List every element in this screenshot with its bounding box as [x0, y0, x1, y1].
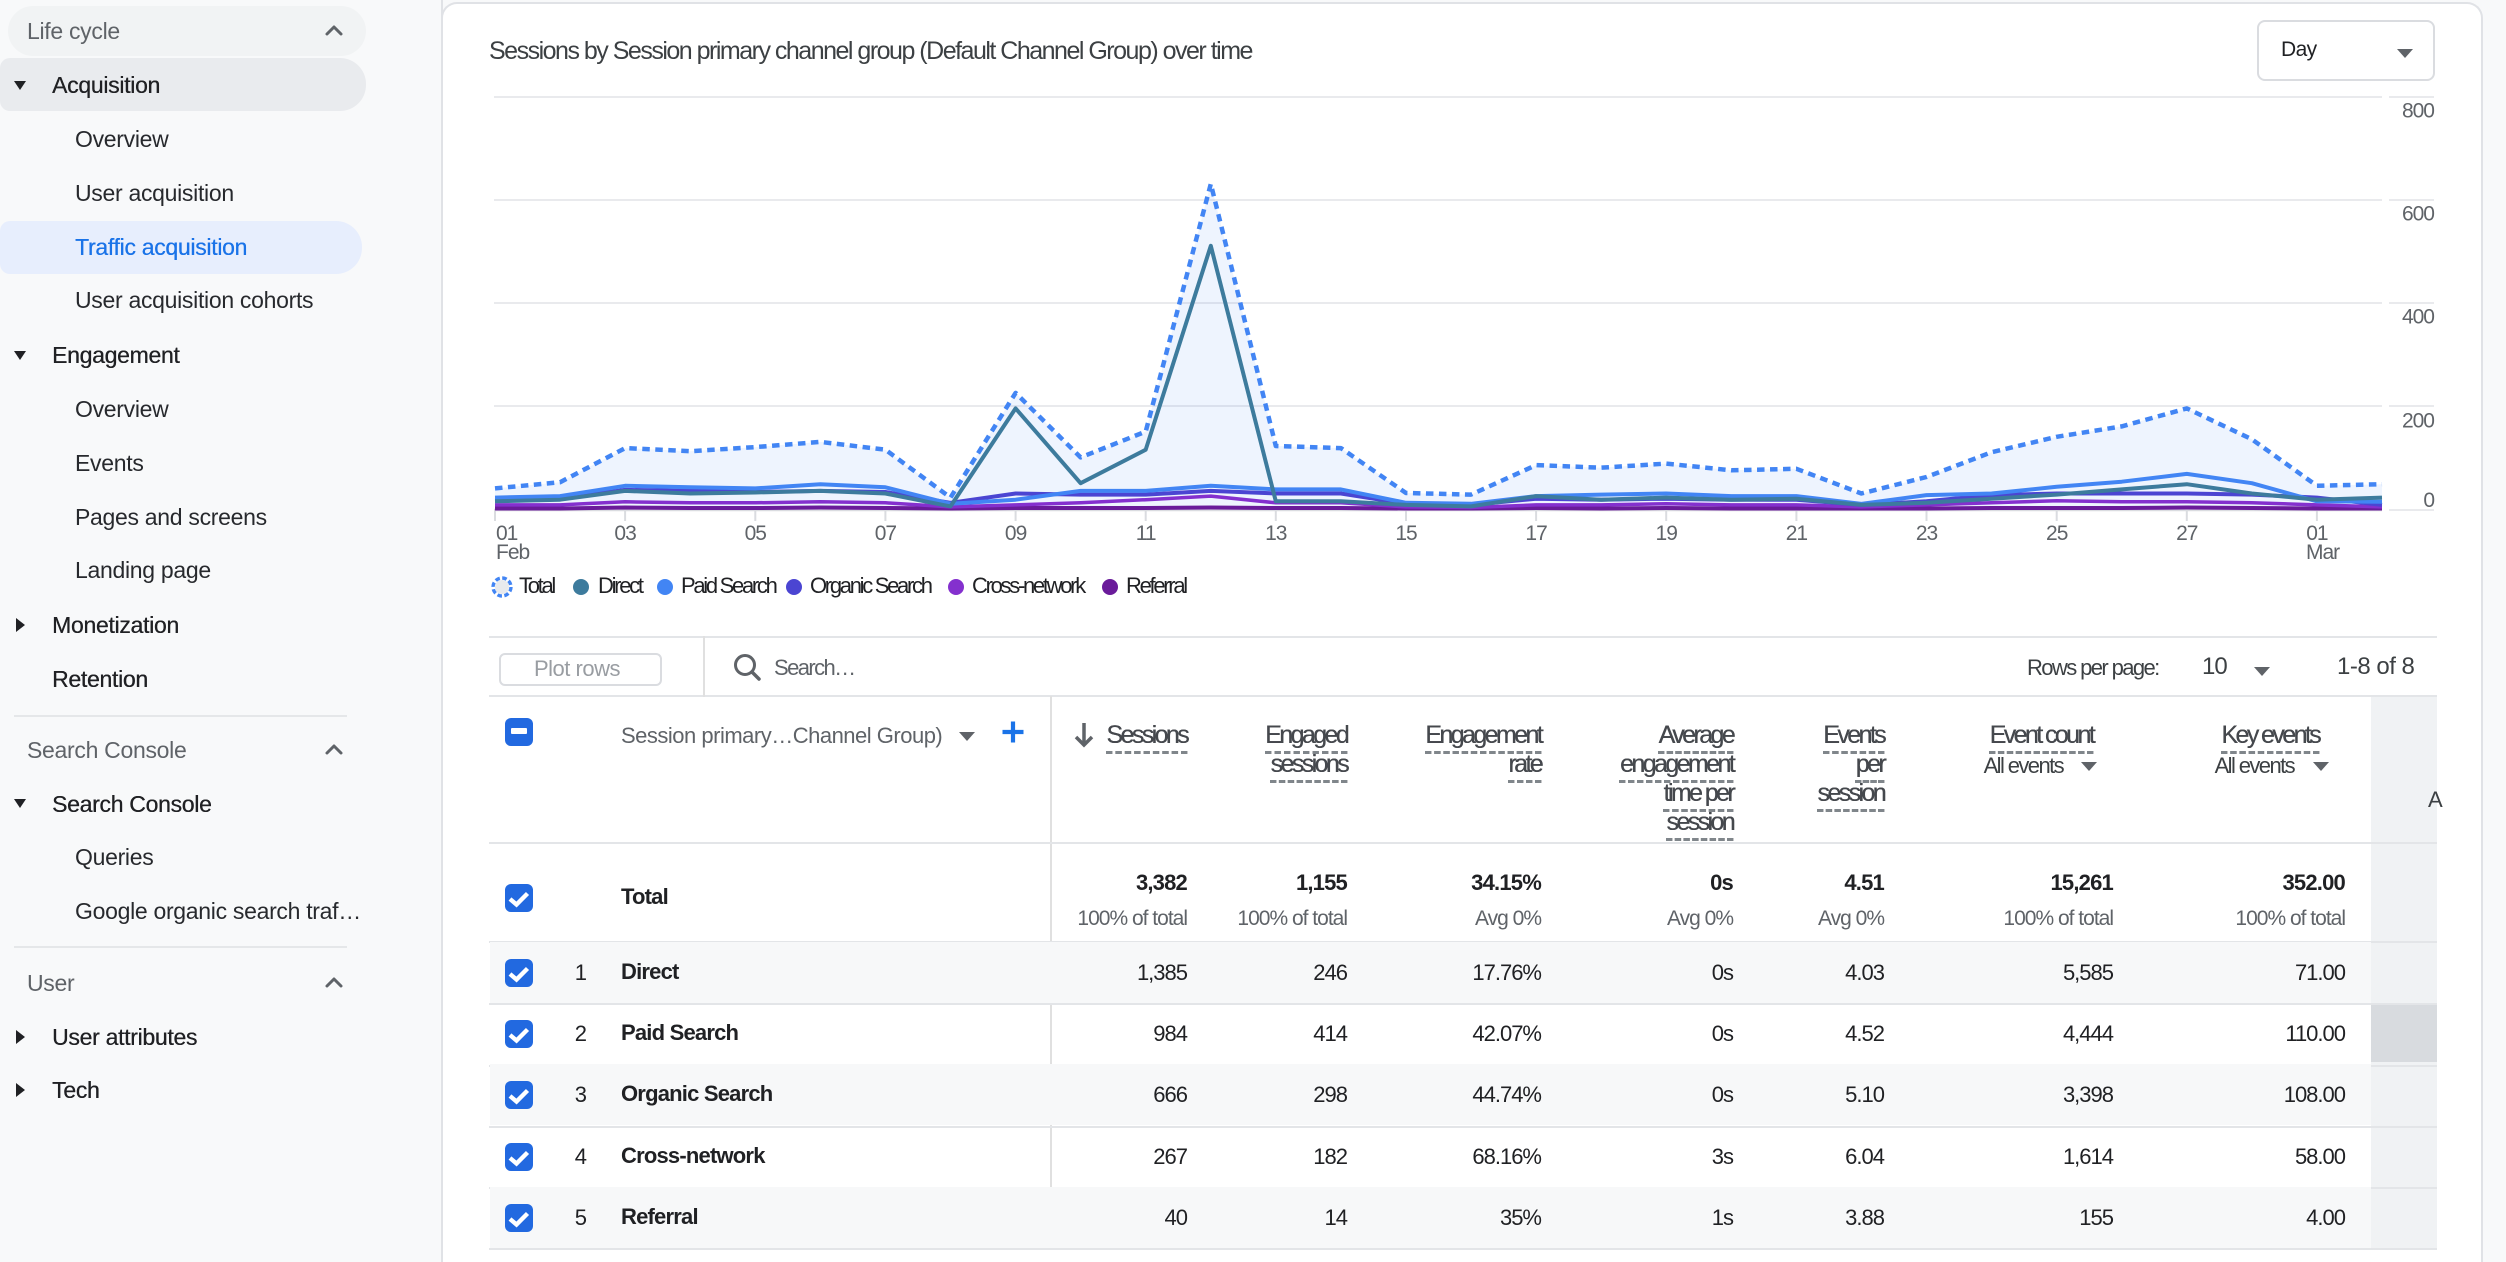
- svg-text:21: 21: [1786, 522, 1808, 545]
- svg-text:13: 13: [1265, 522, 1287, 545]
- svg-text:Mar: Mar: [2306, 541, 2340, 564]
- svg-text:400: 400: [2402, 306, 2434, 329]
- svg-text:11: 11: [1136, 522, 1156, 545]
- svg-text:15: 15: [1395, 522, 1417, 545]
- svg-text:800: 800: [2402, 100, 2434, 123]
- svg-text:05: 05: [745, 522, 767, 545]
- svg-text:23: 23: [1916, 522, 1938, 545]
- svg-text:17: 17: [1525, 522, 1547, 545]
- svg-text:01: 01: [496, 522, 518, 545]
- svg-text:01: 01: [2306, 522, 2328, 545]
- svg-text:Feb: Feb: [496, 541, 530, 564]
- svg-text:600: 600: [2402, 203, 2434, 226]
- svg-text:27: 27: [2176, 522, 2198, 545]
- svg-text:03: 03: [614, 522, 636, 545]
- svg-text:0: 0: [2423, 489, 2434, 512]
- svg-text:07: 07: [875, 522, 897, 545]
- svg-text:09: 09: [1005, 522, 1027, 545]
- svg-text:200: 200: [2402, 410, 2434, 433]
- svg-text:19: 19: [1656, 522, 1678, 545]
- svg-text:25: 25: [2046, 522, 2068, 545]
